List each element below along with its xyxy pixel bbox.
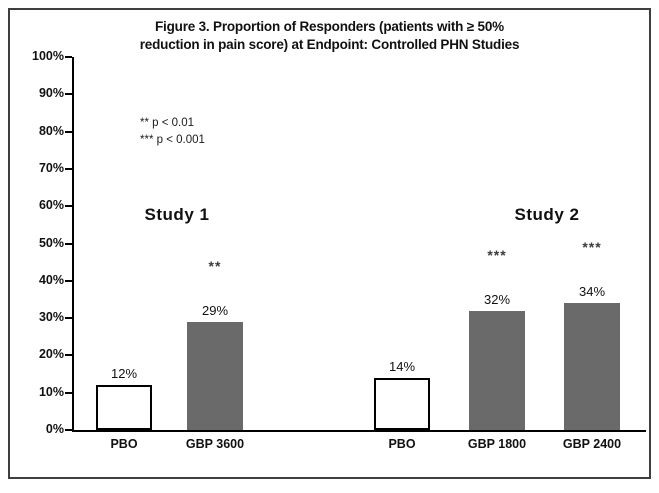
y-axis-tick-mark (65, 93, 72, 96)
y-axis-tick-mark (65, 242, 72, 245)
chart-title-line2: reduction in pain score) at Endpoint: Co… (139, 37, 520, 53)
x-axis-label: GBP 3600 (185, 437, 245, 451)
bar-1-gbp-3600 (187, 321, 243, 430)
x-axis-label: GBP 2400 (562, 437, 622, 451)
chart-title: Figure 3. Proportion of Responders (pati… (10, 18, 649, 54)
significance-legend-line2: *** p < 0.001 (140, 133, 205, 146)
chart-frame: Figure 3. Proportion of Responders (pati… (8, 8, 651, 479)
bar-value-label: 29% (201, 302, 229, 318)
bar-2-pbo (374, 377, 430, 430)
y-axis-tick-label: 60% (38, 198, 64, 213)
study2-label: Study 2 (514, 205, 580, 224)
y-axis-tick-label: 30% (38, 310, 64, 325)
significance-legend: ** p < 0.01 *** p < 0.001 (140, 115, 205, 148)
significance-marker: *** (487, 246, 507, 263)
bar-value-label: 32% (483, 291, 511, 307)
y-axis-tick-label: 0% (45, 422, 64, 436)
x-axis-label: PBO (110, 437, 138, 451)
y-axis-tick-label: 20% (38, 347, 64, 362)
bar-value-label: 34% (578, 284, 606, 300)
y-axis-tick-mark (65, 130, 72, 133)
y-axis-tick-label: 80% (38, 123, 64, 138)
bar-value-label: 14% (388, 358, 416, 374)
y-axis-tick-mark (65, 167, 72, 170)
y-axis-tick-label: 40% (38, 272, 64, 287)
y-axis-tick-label: 100% (32, 49, 64, 63)
y-axis-tick-mark (65, 205, 72, 208)
y-axis-tick-mark (65, 391, 72, 394)
y-axis-tick-label: 90% (38, 86, 64, 101)
study1-label: Study 1 (144, 205, 210, 224)
y-axis-tick-mark (65, 354, 72, 357)
significance-marker: ** (208, 257, 222, 274)
y-axis-tick-label: 10% (38, 384, 64, 399)
chart-title-line1: Figure 3. Proportion of Responders (pati… (155, 19, 504, 34)
y-axis-tick-label: 50% (38, 235, 64, 250)
y-axis-tick-mark (65, 429, 72, 431)
significance-legend-line1: ** p < 0.01 (140, 117, 195, 129)
x-axis-label: GBP 1800 (467, 437, 527, 451)
bar-4-gbp-2400 (564, 303, 620, 430)
y-axis-tick-mark (65, 56, 72, 58)
bar-0-pbo (96, 385, 152, 430)
plot-area: ** p < 0.01 *** p < 0.001 Study 1 Study … (65, 56, 646, 451)
y-axis-tick-mark (65, 317, 72, 320)
x-axis-label: PBO (388, 437, 416, 451)
y-axis-tick-label: 70% (38, 160, 64, 175)
bar-3-gbp-1800 (469, 310, 525, 430)
bar-value-label: 12% (110, 366, 138, 382)
y-axis-tick-mark (65, 279, 72, 282)
significance-marker: *** (582, 239, 602, 256)
